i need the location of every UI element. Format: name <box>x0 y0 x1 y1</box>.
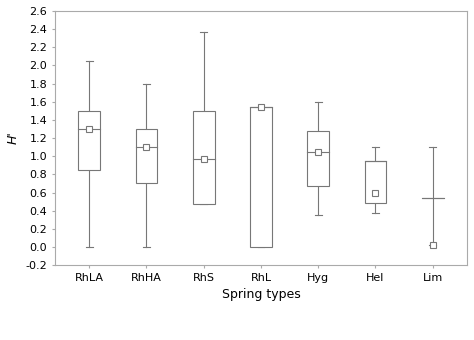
Bar <box>365 161 386 203</box>
Bar <box>78 111 100 170</box>
Y-axis label: H': H' <box>7 132 20 144</box>
X-axis label: Spring types: Spring types <box>222 288 301 301</box>
Bar <box>193 111 215 204</box>
Bar <box>136 129 157 184</box>
Bar <box>250 107 272 247</box>
Bar <box>307 131 329 186</box>
